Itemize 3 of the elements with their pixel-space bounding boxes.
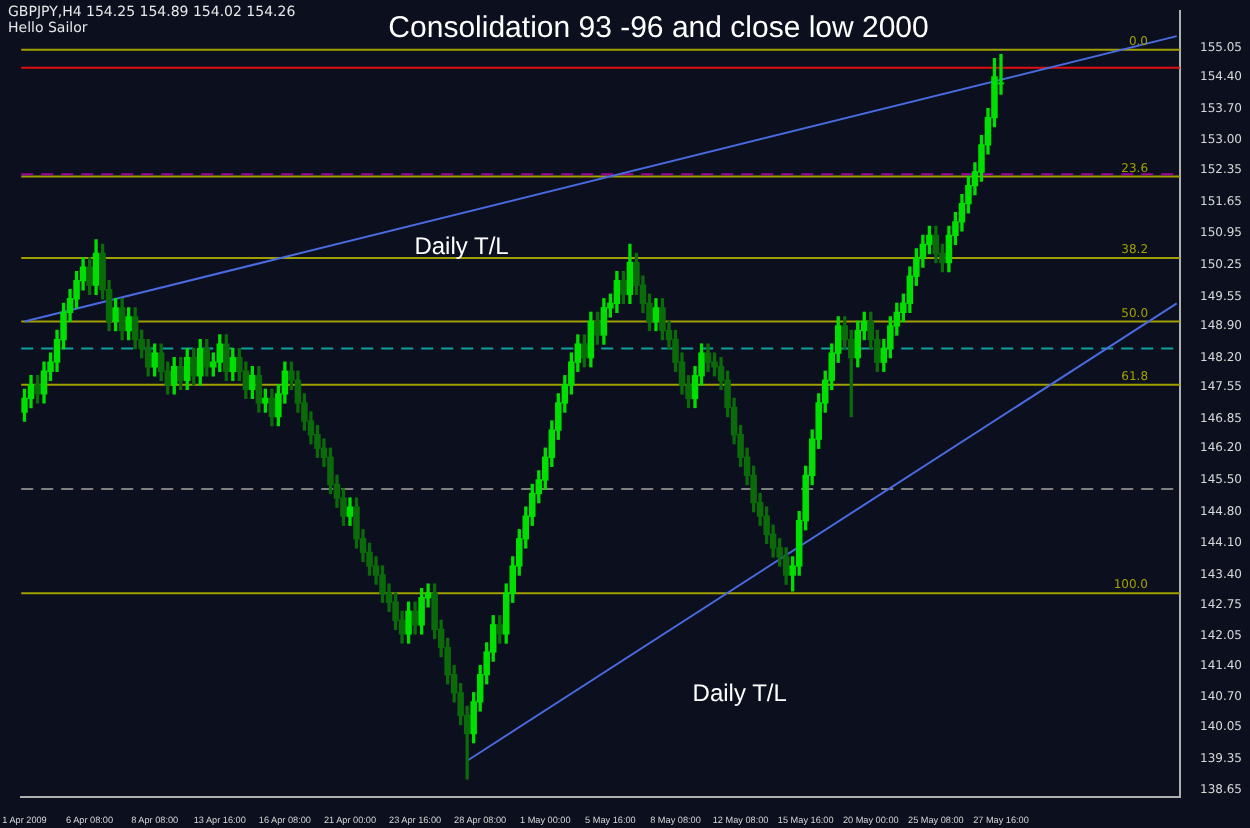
annotation: Consolidation 93 -96 and close low 2000: [388, 10, 929, 45]
annotation: Daily T/L: [414, 231, 510, 260]
annotation: Daily T/L: [692, 679, 788, 708]
